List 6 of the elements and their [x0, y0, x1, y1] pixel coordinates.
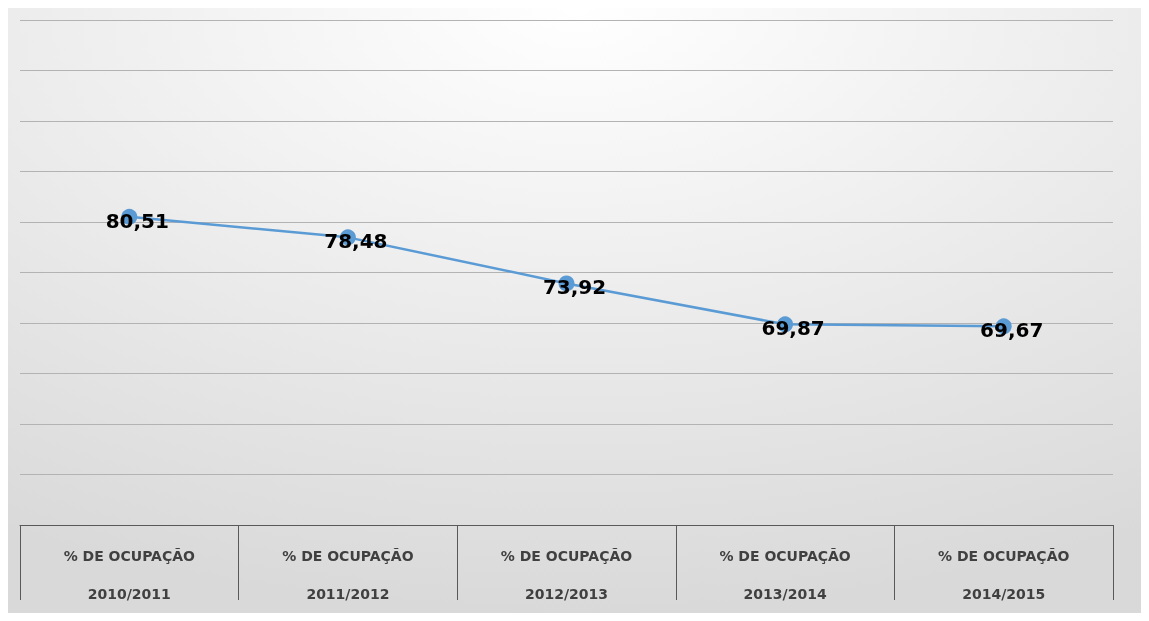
- category-label: % DE OCUPAÇÃO 2014/2015: [938, 548, 1070, 602]
- category-label: % DE OCUPAÇÃO 2013/2014: [719, 548, 851, 602]
- category-label: % DE OCUPAÇÃO 2012/2013: [500, 548, 633, 602]
- category-label: % DE OCUPAÇÃO 2010/2011: [63, 548, 195, 602]
- data-label: 69,67: [980, 318, 1044, 343]
- category-label: % DE OCUPAÇÃO 2011/2012: [282, 548, 414, 602]
